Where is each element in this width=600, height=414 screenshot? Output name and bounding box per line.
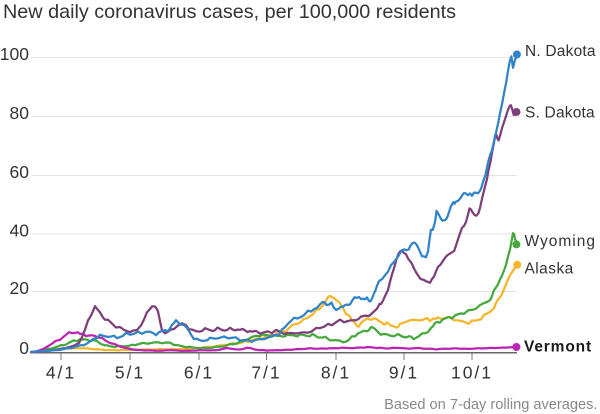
svg-text:Vermont: Vermont	[524, 339, 592, 356]
svg-text:Based on 7-day rolling average: Based on 7-day rolling averages.	[384, 397, 597, 413]
svg-text:6/1: 6/1	[184, 363, 214, 383]
svg-text:80: 80	[10, 103, 30, 123]
svg-text:60: 60	[10, 162, 30, 182]
svg-text:20: 20	[10, 278, 30, 298]
svg-text:40: 40	[10, 220, 30, 240]
svg-text:5/1: 5/1	[115, 363, 145, 383]
svg-text:Alaska: Alaska	[525, 260, 574, 277]
svg-text:0: 0	[19, 338, 29, 358]
svg-text:S. Dakota: S. Dakota	[525, 104, 595, 121]
svg-text:7/1: 7/1	[251, 363, 281, 383]
svg-text:N. Dakota: N. Dakota	[525, 43, 596, 60]
svg-text:9/1: 9/1	[389, 363, 419, 383]
svg-text:New daily coronavirus cases, p: New daily coronavirus cases, per 100,000…	[3, 1, 456, 23]
svg-text:100: 100	[0, 44, 29, 64]
svg-text:4/1: 4/1	[46, 363, 76, 383]
svg-text:8/1: 8/1	[321, 363, 351, 383]
svg-text:Wyoming: Wyoming	[525, 233, 596, 250]
svg-text:10/1: 10/1	[451, 363, 493, 383]
